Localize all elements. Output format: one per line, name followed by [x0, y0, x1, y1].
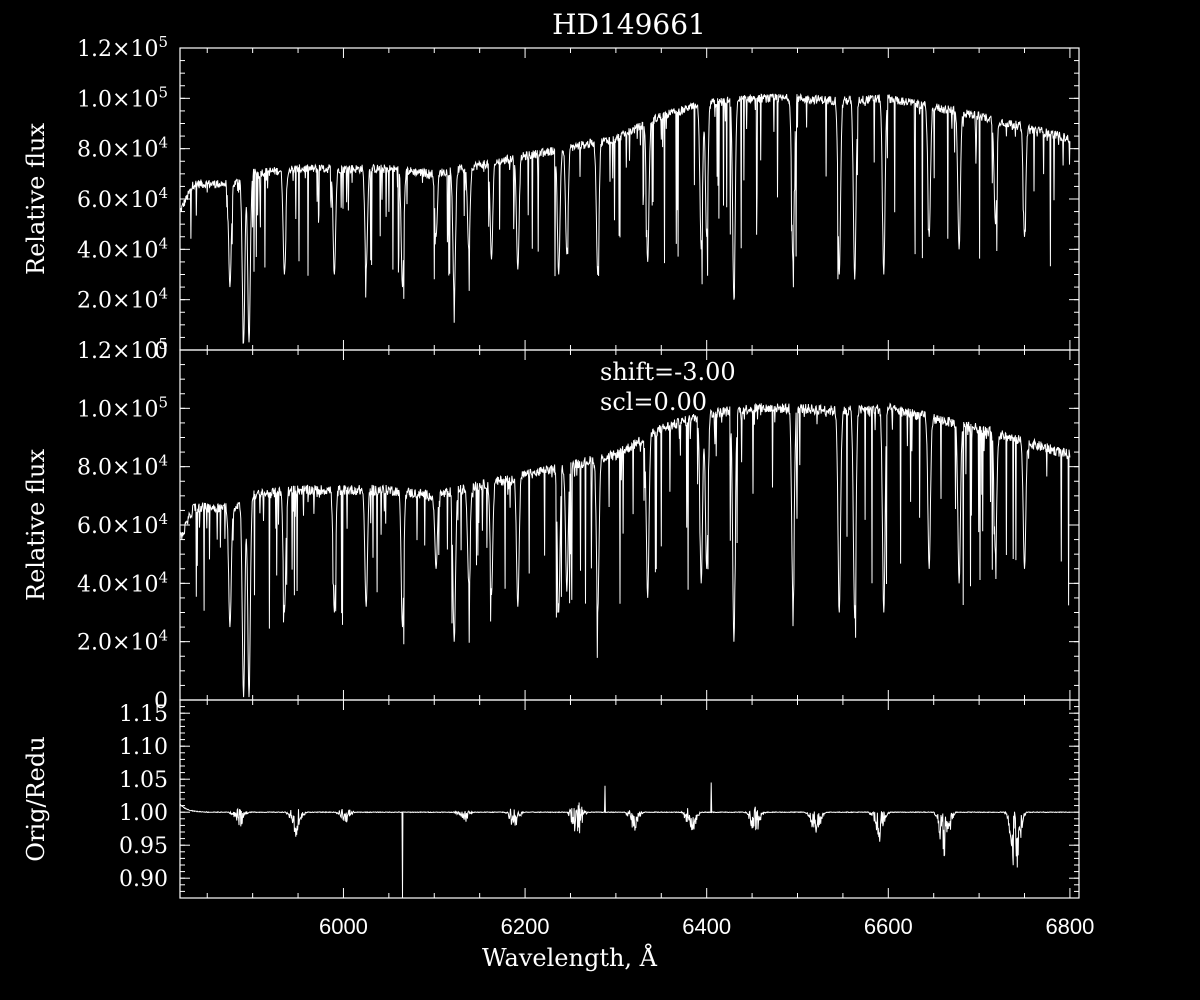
y-tick-label: 1.00 — [119, 801, 168, 826]
annotation-0: shift=-3.00 — [600, 358, 736, 386]
y-tick-label: 4.0×104 — [77, 568, 168, 597]
y-tick-label: 1.2×105 — [77, 33, 168, 62]
ratio-panel: 0.90 0.95 1.00 1.05 1.10 1.15 Orig/Redu 6000 620… — [22, 699, 1094, 972]
y-tick-label: 1.0×105 — [77, 393, 168, 422]
y-tick-label: 1.0×105 — [77, 83, 168, 112]
y-tick-label: 0.90 — [119, 867, 168, 892]
y-tick-label: 8.0×104 — [77, 134, 168, 163]
x-axis-label: Wavelength, Å — [482, 943, 658, 972]
spectrum-series — [179, 92, 1071, 344]
y-axis-label: Orig/Redu — [22, 736, 50, 861]
y-tick-label: 1.05 — [119, 768, 168, 793]
y-tick-label: 0 — [154, 339, 168, 364]
x-tick-label: 6400 — [682, 914, 731, 939]
x-tick-label: 6600 — [864, 914, 913, 939]
y-tick-label: 0.95 — [119, 834, 168, 859]
y-tick-label: 0 — [154, 689, 168, 714]
top-flux-panel: 0 2.0×104 4.0×104 6.0×104 8.0×104 1.0×105 1.2×… — [22, 33, 1080, 364]
ratio-series — [179, 782, 1071, 899]
x-tick-label: 6000 — [319, 914, 368, 939]
chart-title: HD149661 — [552, 8, 706, 41]
middle-flux-panel: 0 2.0×104 4.0×104 6.0×104 8.0×104 1.0×105 1.2×… — [22, 335, 1080, 714]
annotation-1: scl=0.00 — [600, 388, 707, 416]
y-axis-label: Relative flux — [22, 123, 50, 275]
y-tick-label: 2.0×104 — [77, 285, 168, 314]
y-tick-label: 1.15 — [119, 702, 168, 727]
y-tick-label: 8.0×104 — [77, 452, 168, 481]
x-tick-label: 6800 — [1045, 914, 1094, 939]
x-tick-label: 6200 — [501, 914, 550, 939]
y-tick-label: 6.0×104 — [77, 510, 168, 539]
y-tick-label: 2.0×104 — [77, 627, 168, 656]
y-tick-label: 1.2×105 — [77, 335, 168, 364]
y-axis-label: Relative flux — [22, 449, 50, 601]
y-tick-label: 1.10 — [119, 735, 168, 760]
y-tick-label: 4.0×104 — [77, 234, 168, 263]
spectrum-series — [179, 402, 1071, 698]
y-tick-label: 6.0×104 — [77, 184, 168, 213]
